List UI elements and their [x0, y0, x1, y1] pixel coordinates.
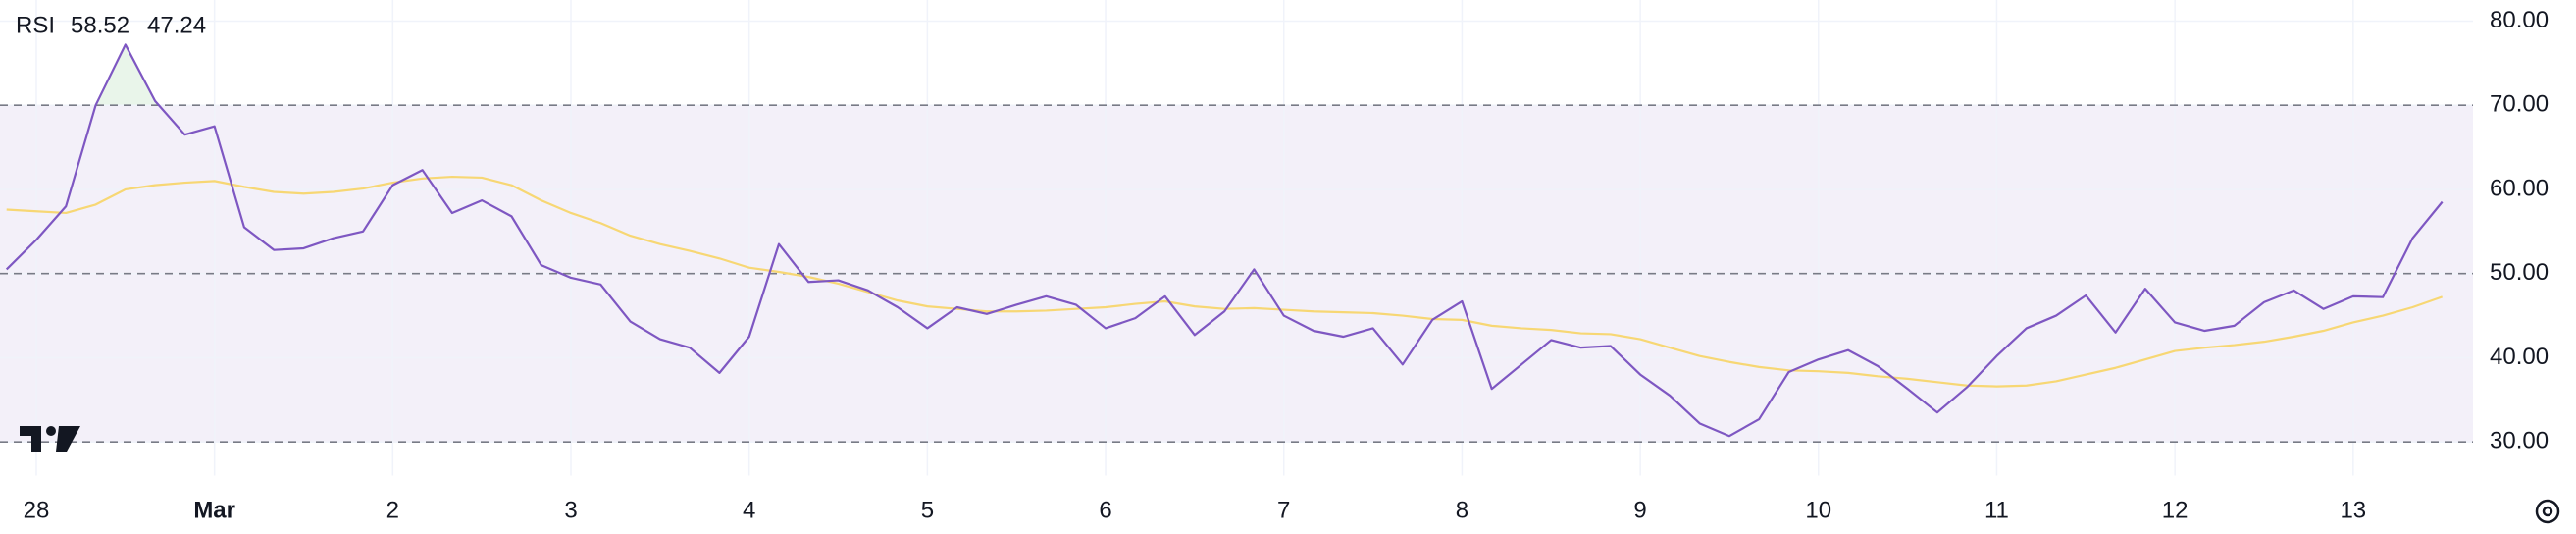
x-tick-label: 5: [921, 497, 934, 523]
x-tick-label: 28: [24, 497, 50, 523]
y-tick-label: 60.00: [2490, 175, 2549, 201]
grid-layer: [0, 0, 2473, 476]
x-tick-label: 11: [1984, 497, 2009, 523]
y-tick-label: 80.00: [2490, 7, 2549, 33]
legend-title: RSI: [16, 12, 55, 38]
legend-value: 47.24: [147, 12, 206, 38]
text-layer: RSI 58.52 47.24 30.00 40.00 50.00 60.00 70.0…: [16, 7, 2549, 524]
x-tick-label: 4: [743, 497, 755, 523]
x-tick-label: 8: [1456, 497, 1468, 523]
x-tick-label: Mar: [193, 497, 235, 523]
x-tick-label: 13: [2340, 497, 2366, 523]
x-tick-label: 10: [1805, 497, 1831, 523]
series-line: [6, 175, 2444, 388]
x-tick-label: 3: [564, 497, 577, 523]
y-tick-label: 40.00: [2490, 344, 2549, 370]
x-tick-label: 12: [2162, 497, 2189, 523]
y-tick-label: 70.00: [2490, 91, 2549, 118]
logo: [20, 426, 80, 452]
line-layer: [5, 43, 2444, 438]
x-tick-label: 6: [1099, 497, 1111, 523]
series-line: [5, 43, 2444, 438]
y-tick-label: 30.00: [2490, 428, 2549, 454]
settings-icon[interactable]: [2535, 499, 2560, 524]
x-tick-label: 2: [386, 497, 399, 523]
legend-value: 58.52: [71, 12, 129, 38]
x-tick-label: 9: [1633, 497, 1646, 523]
x-tick-label: 7: [1277, 497, 1290, 523]
y-tick-label: 50.00: [2490, 259, 2549, 286]
